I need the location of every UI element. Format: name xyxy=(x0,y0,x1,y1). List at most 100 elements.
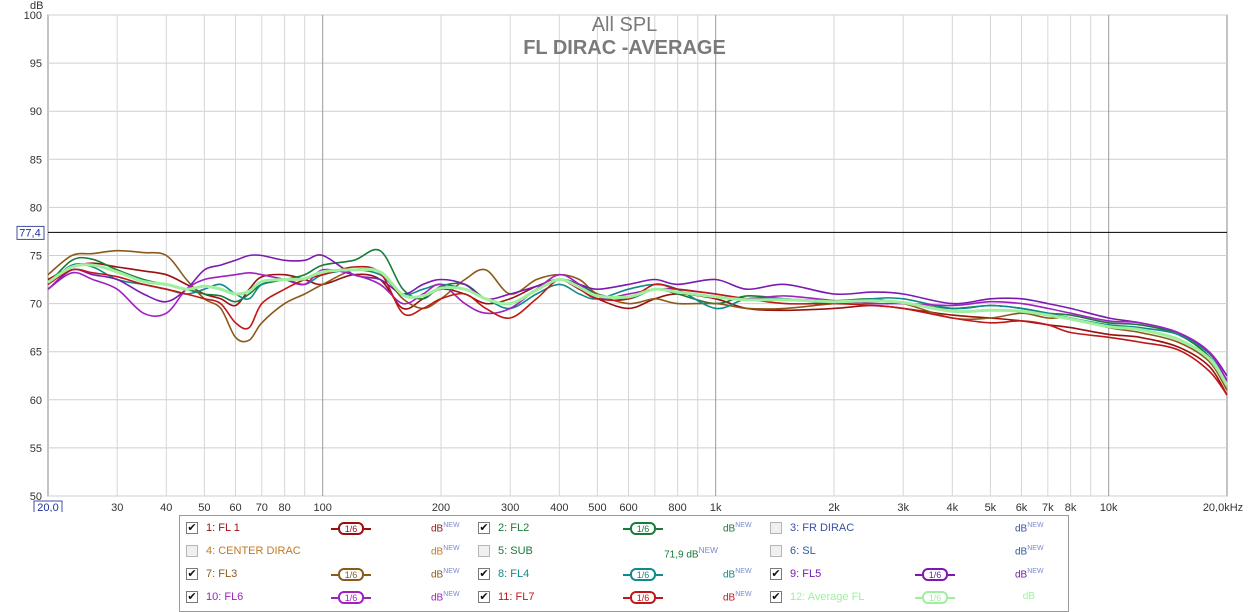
x-tick-label: 300 xyxy=(501,502,519,512)
x-tick-label: 3k xyxy=(897,502,909,512)
x-tick-label: 600 xyxy=(619,502,637,512)
y-tick-label: 55 xyxy=(30,443,42,455)
x-tick-label: 70 xyxy=(256,502,268,512)
smoothing-button[interactable]: 1/6 xyxy=(331,568,371,581)
legend-label: 6: SL xyxy=(790,545,816,557)
legend-db-offset[interactable]: dBNEW xyxy=(723,568,752,581)
legend-row: ✔ 1: FL 1 1/6 dBNEW ✔ 2: FL2 1/6 dBNEW 3: FR DIR… xyxy=(180,518,1068,540)
legend-item[interactable]: ✔ 12: Average FL 1/6 dB xyxy=(770,587,1055,609)
legend-db-offset[interactable]: dBNEW xyxy=(431,522,460,535)
series-line-7-fl3 xyxy=(47,249,1228,391)
legend-checkbox[interactable]: ✔ xyxy=(770,591,782,603)
y-tick-label: 50 xyxy=(30,491,42,503)
legend-row: ✔ 10: FL6 1/6 dBNEW ✔ 11: FL7 1/6 dBNEW ✔ 12: Ave… xyxy=(180,587,1068,609)
x-tick-label: 40 xyxy=(160,502,172,512)
legend-panel: ✔ 1: FL 1 1/6 dBNEW ✔ 2: FL2 1/6 dBNEW 3: FR DIR… xyxy=(179,515,1069,612)
series-line-11-fl7 xyxy=(47,265,1228,396)
y-tick-label: 80 xyxy=(30,202,42,214)
smoothing-button[interactable]: 1/6 xyxy=(623,591,663,604)
legend-item[interactable]: ✔ 1: FL 1 1/6 dBNEW xyxy=(186,518,471,540)
legend-checkbox[interactable]: ✔ xyxy=(478,591,490,603)
legend-label: 5: SUB xyxy=(498,545,533,557)
legend-label: 10: FL6 xyxy=(206,591,244,603)
smoothing-button[interactable]: 1/6 xyxy=(623,522,663,535)
legend-label: 8: FL4 xyxy=(498,568,530,580)
legend-db-offset[interactable]: dBNEW xyxy=(431,545,460,558)
legend-label: 1: FL 1 xyxy=(206,522,240,534)
x-tick-label: 30 xyxy=(111,502,123,512)
legend-item[interactable]: ✔ 8: FL4 1/6 dBNEW xyxy=(478,564,763,586)
legend-item[interactable]: ✔ 11: FL7 1/6 dBNEW xyxy=(478,587,763,609)
smoothing-button[interactable]: 1/6 xyxy=(915,591,955,604)
series-line-1-fl-1 xyxy=(47,262,1228,396)
legend-checkbox[interactable]: ✔ xyxy=(478,568,490,580)
y-tick-label: 85 xyxy=(30,154,42,166)
x-tick-label: 5k xyxy=(985,502,997,512)
legend-item[interactable]: 4: CENTER DIRAC dBNEW xyxy=(186,541,471,563)
y-axis-label: dB xyxy=(30,0,44,12)
legend-db-offset[interactable]: dBNEW xyxy=(1015,568,1044,581)
legend-label: 12: Average FL xyxy=(790,591,865,603)
legend-item[interactable]: 6: SL dBNEW xyxy=(770,541,1055,563)
legend-item[interactable]: 3: FR DIRAC dBNEW xyxy=(770,518,1055,540)
legend-item[interactable]: ✔ 7: FL3 1/6 dBNEW xyxy=(186,564,471,586)
series-line-9-fl5 xyxy=(47,254,1228,377)
x-end-label: 20,0kHz xyxy=(1203,502,1243,512)
legend-item[interactable]: ✔ 9: FL5 1/6 dBNEW xyxy=(770,564,1055,586)
legend-db-offset[interactable]: dB xyxy=(1022,591,1035,602)
legend-item[interactable]: ✔ 10: FL6 1/6 dBNEW xyxy=(186,587,471,609)
legend-checkbox[interactable]: ✔ xyxy=(186,522,198,534)
legend-checkbox[interactable]: ✔ xyxy=(186,591,198,603)
y-tick-label: 95 xyxy=(30,58,42,70)
x-tick-label: 400 xyxy=(550,502,568,512)
legend-row: ✔ 7: FL3 1/6 dBNEW ✔ 8: FL4 1/6 dBNEW ✔ 9: FL5 1/6… xyxy=(180,564,1068,586)
reference-label-box xyxy=(16,225,45,240)
y-tick-label: 65 xyxy=(30,347,42,359)
y-tick-label: 60 xyxy=(30,395,42,407)
legend-checkbox[interactable] xyxy=(770,545,782,557)
x-start-box xyxy=(33,500,63,512)
x-tick-label: 50 xyxy=(198,502,210,512)
legend-db-offset[interactable]: dBNEW xyxy=(1015,545,1044,558)
x-tick-label: 100 xyxy=(314,502,332,512)
legend-db-offset[interactable]: dBNEW xyxy=(431,591,460,604)
legend-label: 3: FR DIRAC xyxy=(790,522,855,534)
y-tick-label: 70 xyxy=(30,299,42,311)
series-line-12-average-fl xyxy=(47,263,1229,387)
legend-item[interactable]: ✔ 2: FL2 1/6 dBNEW xyxy=(478,518,763,540)
y-tick-label: 100 xyxy=(24,10,42,22)
legend-checkbox[interactable] xyxy=(186,545,198,557)
smoothing-button[interactable]: 1/6 xyxy=(331,591,371,604)
legend-item[interactable]: 5: SUB 71,9 dBNEW xyxy=(478,541,763,563)
legend-label: 4: CENTER DIRAC xyxy=(206,545,301,557)
legend-label: 9: FL5 xyxy=(790,568,822,580)
legend-checkbox[interactable]: ✔ xyxy=(186,568,198,580)
y-tick-label: 90 xyxy=(30,106,42,118)
legend-checkbox[interactable] xyxy=(770,522,782,534)
smoothing-button[interactable]: 1/6 xyxy=(623,568,663,581)
legend-checkbox[interactable]: ✔ xyxy=(770,568,782,580)
x-tick-label: 8k xyxy=(1065,502,1077,512)
legend-db-offset[interactable]: dBNEW xyxy=(723,522,752,535)
spl-chart[interactable]: 50 55 60 65 70 75 80 85 90 95 100 30 40 50 60 70 80 100 20… xyxy=(0,0,1249,512)
x-tick-label: 6k xyxy=(1016,502,1028,512)
x-tick-label: 800 xyxy=(668,502,686,512)
legend-db-offset[interactable]: dBNEW xyxy=(431,568,460,581)
x-start-label: 20,0 xyxy=(37,502,58,512)
legend-db-offset[interactable]: dBNEW xyxy=(1015,522,1044,535)
chart-subtitle: FL DIRAC -AVERAGE xyxy=(523,37,726,59)
x-tick-label: 200 xyxy=(432,502,450,512)
legend-db-offset[interactable]: dBNEW xyxy=(723,591,752,604)
x-tick-label: 7k xyxy=(1042,502,1054,512)
smoothing-button[interactable]: 1/6 xyxy=(331,522,371,535)
reference-label: 77,4 xyxy=(19,227,40,239)
legend-checkbox[interactable] xyxy=(478,545,490,557)
x-tick-label: 4k xyxy=(946,502,958,512)
x-tick-label: 1k xyxy=(710,502,722,512)
x-tick-label: 2k xyxy=(828,502,840,512)
legend-label: 7: FL3 xyxy=(206,568,238,580)
smoothing-button[interactable]: 1/6 xyxy=(915,568,955,581)
legend-checkbox[interactable]: ✔ xyxy=(478,522,490,534)
x-tick-label: 60 xyxy=(229,502,241,512)
legend-label: 2: FL2 xyxy=(498,522,530,534)
